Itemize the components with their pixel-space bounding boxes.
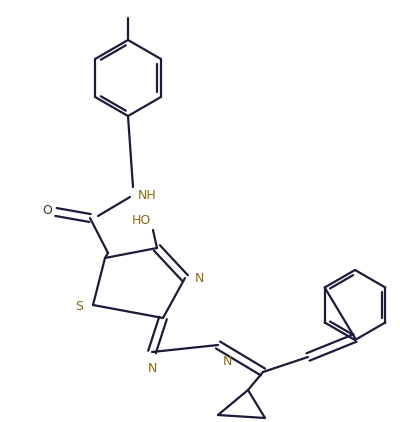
Text: NH: NH [138,189,157,201]
Text: S: S [75,300,83,314]
Text: N: N [147,362,157,375]
Text: N: N [194,271,204,284]
Text: N: N [223,355,232,368]
Text: HO: HO [132,214,151,227]
Text: O: O [42,203,52,216]
